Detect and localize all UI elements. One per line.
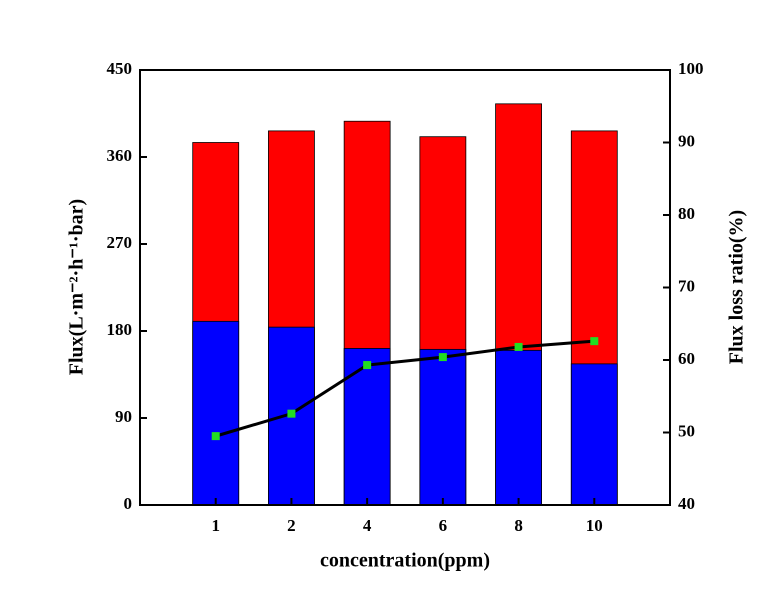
y-tick-label: 360 [107,146,133,165]
y2-tick-label: 70 [678,276,695,295]
x-tick-label: 10 [586,516,603,535]
bar [495,349,542,506]
x-tick-label: 2 [287,516,296,535]
y2-axis-label: Flux loss ratio(%) [726,210,748,364]
x-tick-label: 4 [363,516,372,535]
y2-tick-label: 90 [678,131,695,150]
x-axis-label: concentration(ppm) [320,550,490,572]
marker [211,432,220,441]
y2-tick-label: 80 [678,204,695,223]
marker [438,353,447,362]
y-tick-label: 450 [107,59,133,78]
marker [590,337,599,346]
y-axis-label: Flux(L·m⁻²·h⁻¹·bar) [66,199,88,375]
y2-tick-label: 40 [678,494,695,513]
line [215,339,595,438]
x-tick-label: 6 [439,516,448,535]
bar [343,347,391,506]
y2-tick-label: 50 [678,421,695,440]
y2-tick-label: 60 [678,349,695,368]
y-tick-label: 180 [107,320,133,339]
marker [363,361,372,370]
bar [192,320,240,506]
marker [287,409,296,418]
y-tick-label: 0 [124,494,133,513]
y-tick-label: 270 [107,233,133,252]
x-tick-label: 8 [514,516,523,535]
x-tick-label: 1 [211,516,220,535]
bar [419,348,467,506]
y2-tick-label: 100 [678,59,704,78]
marker [514,342,523,351]
y-tick-label: 90 [115,407,132,426]
bar [570,363,618,506]
